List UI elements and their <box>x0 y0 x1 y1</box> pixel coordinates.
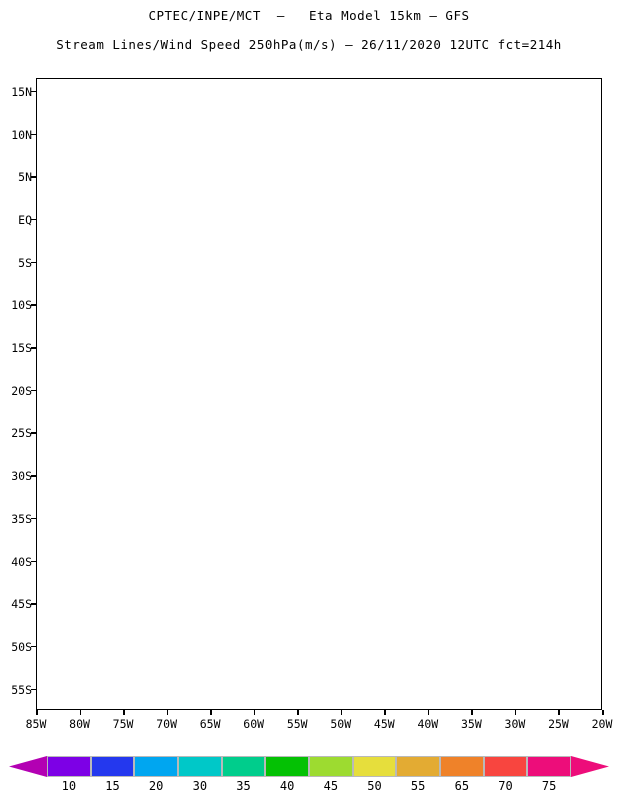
colorbar-tick-label: 10 <box>61 779 77 793</box>
colorbar-segment <box>483 756 528 777</box>
y-axis-tick-label: 10S <box>11 298 32 313</box>
colorbar-segment <box>439 756 484 777</box>
colorbar-over-arrow-icon <box>571 756 609 777</box>
y-axis-tick-mark <box>31 389 36 392</box>
colorbar-tick-label: 40 <box>279 779 295 793</box>
x-axis-tick-mark <box>253 710 256 715</box>
y-axis-tick-label: 5S <box>18 255 32 270</box>
colorbar-tick-label: 75 <box>541 779 557 793</box>
x-axis-tick-label: 75W <box>112 717 134 731</box>
colorbar-segment <box>396 756 440 777</box>
colorbar-tick-label: 50 <box>367 779 382 793</box>
colorbar-segment <box>177 756 222 777</box>
x-axis-tick-mark <box>427 710 430 715</box>
plot-frame <box>36 78 602 710</box>
colorbar-tick-label: 70 <box>498 779 513 793</box>
x-axis-tick-label: 50W <box>330 717 352 731</box>
y-axis-tick-mark <box>31 560 36 563</box>
colorbar-segment <box>527 756 571 777</box>
y-axis-tick-label: 45S <box>11 597 32 612</box>
x-axis-tick-label: 80W <box>69 717 90 731</box>
colorbar-segment <box>47 756 91 777</box>
colorbar-tick-label: 35 <box>236 779 251 793</box>
x-axis-tick-mark <box>210 710 212 715</box>
y-axis-tick-mark <box>31 432 36 434</box>
y-axis-tick-label: 30S <box>11 469 32 484</box>
x-axis-tick-label: 55W <box>286 717 308 731</box>
x-axis-tick-mark <box>123 710 125 715</box>
x-axis-tick-mark <box>79 710 82 715</box>
x-axis-tick-mark <box>384 710 386 715</box>
y-axis-tick-label: 55S <box>11 682 32 697</box>
colorbar-segment <box>90 756 135 777</box>
y-axis-tick-label: 50S <box>11 639 32 654</box>
colorbar-segment <box>308 756 353 777</box>
y-axis-tick-mark <box>31 90 36 93</box>
y-axis-tick-mark <box>31 517 36 520</box>
x-axis-tick-label: 35W <box>460 717 482 731</box>
y-axis-tick-label: 20S <box>11 383 32 398</box>
y-axis-tick-mark <box>31 133 36 135</box>
x-axis-tick-label: 30W <box>504 717 526 731</box>
colorbar: 10 15 20 30 35 40 45 50 55 65 70 75 <box>0 752 618 800</box>
x-axis-tick-mark <box>558 710 560 715</box>
x-axis-tick-label: 85W <box>25 717 47 731</box>
y-axis-tick-mark <box>31 475 36 477</box>
y-axis-tick-mark <box>31 347 36 349</box>
y-axis-tick-mark <box>31 688 36 691</box>
colorbar-tick-label: 65 <box>454 779 470 793</box>
colorbar-under-arrow-icon <box>9 756 47 777</box>
x-axis-tick-label: 20W <box>591 717 613 731</box>
page-title: CPTEC/INPE/MCT — Eta Model 15km — GFS <box>148 8 470 23</box>
y-axis-tick-label: EQ <box>18 212 32 227</box>
x-axis-tick-mark <box>297 710 299 715</box>
y-axis-tick-mark <box>31 645 36 648</box>
x-axis-tick-label: 40W <box>417 717 439 731</box>
y-axis-tick-label: 40S <box>11 554 32 569</box>
x-axis-tick-mark <box>514 710 517 715</box>
y-axis-tick-label: 35S <box>11 511 32 526</box>
colorbar-tick-label: 45 <box>323 779 339 793</box>
x-axis-tick-label: 45W <box>373 717 395 731</box>
x-axis-tick-mark <box>340 710 343 715</box>
y-axis-tick-mark <box>31 218 36 221</box>
colorbar-segment <box>221 756 266 777</box>
streamline-map-plot <box>36 78 602 710</box>
colorbar-segment <box>265 756 309 777</box>
x-axis-tick-mark <box>471 710 473 715</box>
y-axis-tick-label: 25S <box>11 426 32 441</box>
y-axis-tick-label: 15S <box>11 341 32 356</box>
y-axis-tick-label: 15N <box>11 84 32 99</box>
page-subtitle: Stream Lines/Wind Speed 250hPa(m/s) — 26… <box>56 37 562 52</box>
y-axis-tick-mark <box>31 603 36 605</box>
title-block: CPTEC/INPE/MCT — Eta Model 15km — GFS St… <box>0 0 618 52</box>
colorbar-segments <box>47 756 571 777</box>
x-axis-tick-mark <box>166 710 169 715</box>
colorbar-tick-label: 30 <box>192 779 208 793</box>
x-axis-tick-mark <box>36 710 38 715</box>
colorbar-tick-label: 15 <box>105 779 120 793</box>
x-axis-tick-mark <box>602 710 604 715</box>
x-axis-tick-label: 65W <box>199 717 221 731</box>
y-axis-tick-label: 5N <box>18 170 32 185</box>
x-axis-tick-label: 25W <box>548 717 569 731</box>
y-axis-tick-mark <box>31 176 36 178</box>
colorbar-segment <box>134 756 178 777</box>
x-axis-tick-label: 60W <box>243 717 265 731</box>
y-axis-tick-mark <box>31 304 36 306</box>
y-axis-tick-label: 10N <box>11 127 32 142</box>
y-axis-tick-mark <box>31 261 36 264</box>
colorbar-tick-label: 20 <box>148 779 164 793</box>
x-axis-tick-label: 70W <box>156 717 177 731</box>
colorbar-tick-label: 55 <box>410 779 426 793</box>
colorbar-segment <box>352 756 397 777</box>
